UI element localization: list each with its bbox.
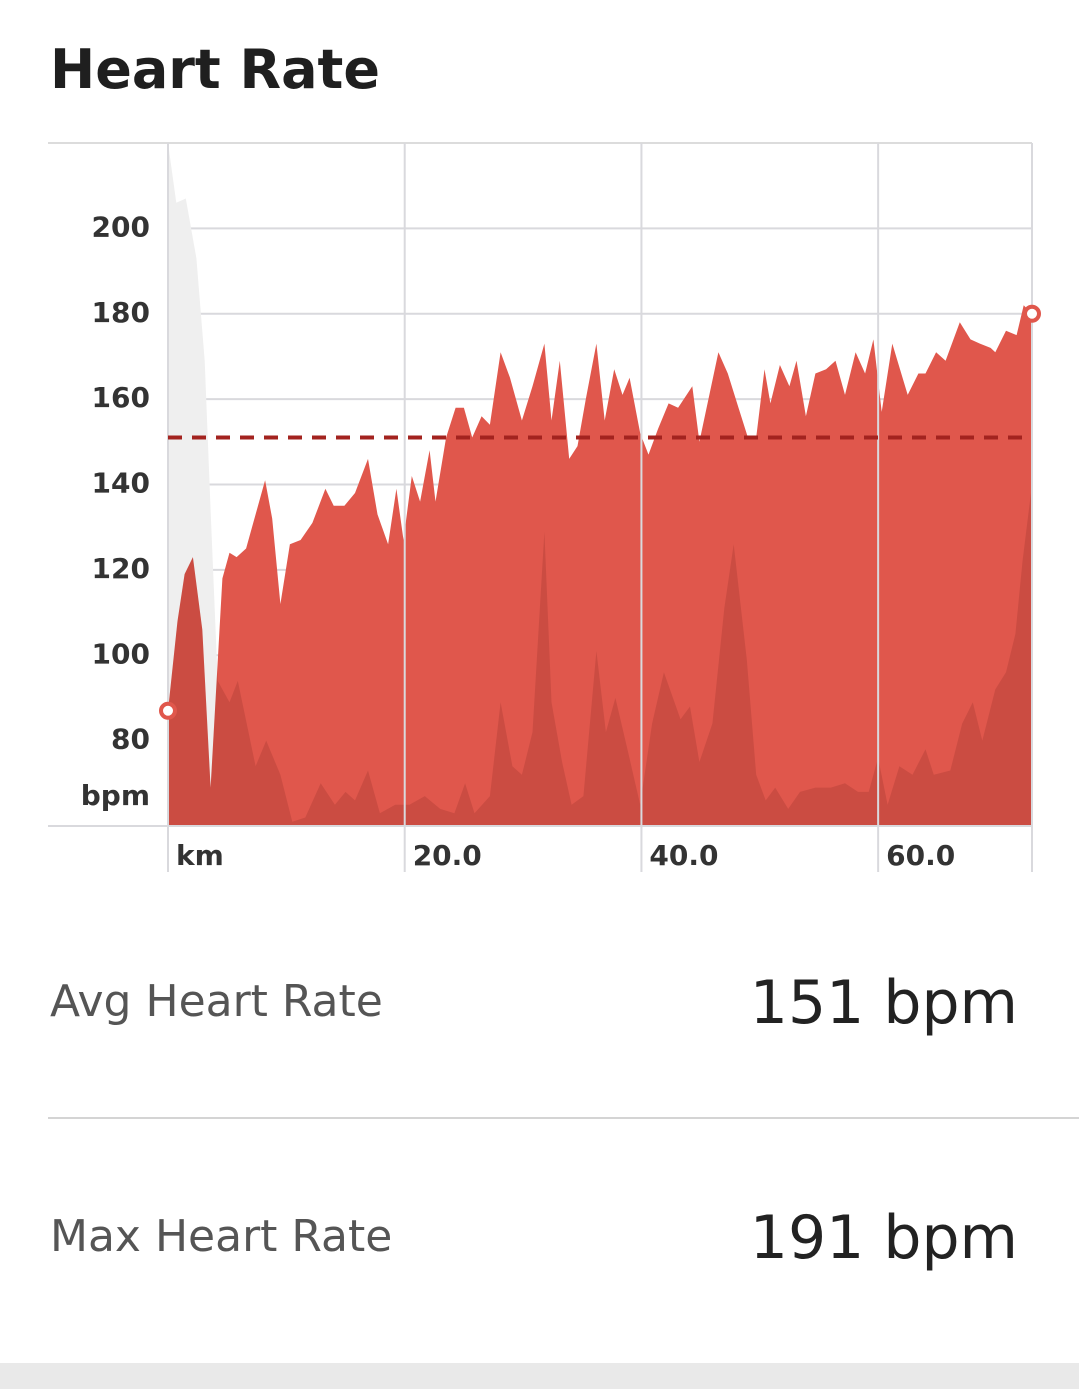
x-tick-label: 40.0	[649, 839, 718, 872]
background-area-overlay	[168, 305, 1032, 826]
card-title: Heart Rate	[50, 38, 380, 101]
stat-value: 151 bpm	[749, 968, 1018, 1038]
stat-value: 191 bpm	[749, 1203, 1018, 1273]
end-marker	[159, 701, 177, 720]
y-tick-label: 180	[92, 296, 150, 329]
x-tick-label: 20.0	[413, 839, 482, 872]
stat-label: Avg Heart Rate	[50, 976, 383, 1027]
y-tick-label: 140	[92, 467, 150, 500]
y-tick-label: 160	[92, 381, 150, 414]
end-marker	[1023, 304, 1041, 323]
bottom-bar	[0, 1363, 1079, 1389]
y-axis-label: bpm	[81, 779, 150, 812]
y-tick-label: 100	[92, 637, 150, 670]
stat-label: Max Heart Rate	[50, 1211, 393, 1262]
heart-rate-area	[168, 305, 1032, 826]
y-tick-label: 120	[92, 552, 150, 585]
separator	[48, 1117, 1079, 1119]
y-tick-label: 200	[92, 210, 150, 243]
y-tick-label: 80	[111, 723, 150, 756]
x-tick-label: 60.0	[886, 839, 955, 872]
x-tick-label: km	[176, 839, 224, 872]
